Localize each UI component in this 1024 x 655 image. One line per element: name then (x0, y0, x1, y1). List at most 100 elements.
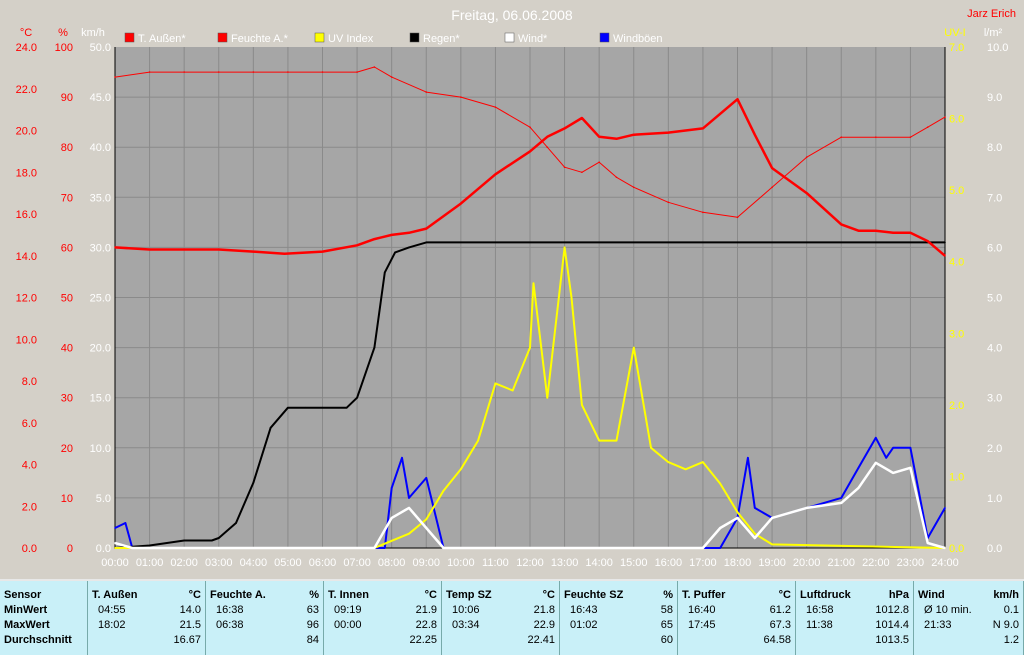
series-point-3 (269, 426, 272, 429)
stats-value: 21.9 (415, 604, 437, 616)
y-tick-label-uv: 6.0 (949, 114, 964, 126)
series-point-1 (840, 136, 843, 138)
stats-time: 01:02 (570, 619, 598, 631)
legend-label: Feuchte A.* (231, 33, 289, 45)
stats-time: 06:38 (216, 619, 244, 631)
y-tick-label-humidity: 10 (61, 493, 73, 505)
stats-value: 84 (306, 634, 319, 646)
y-tick-label-wind: 45.0 (90, 92, 111, 104)
stats-header-row: T. Innen °C (324, 589, 441, 604)
stats-row: 21:33 N 9.0 (914, 619, 1023, 634)
series-point-3 (321, 406, 324, 409)
series-point-2 (719, 482, 722, 485)
stats-row: 10:06 21.8 (442, 604, 559, 619)
stats-row: 06:38 96 (206, 619, 323, 634)
series-point-1 (581, 171, 583, 174)
series-point-2 (570, 296, 573, 299)
series-point-0 (546, 135, 549, 138)
series-point-1 (546, 146, 549, 148)
stats-row: 11:38 1014.4 (796, 619, 913, 634)
series-point-4 (909, 467, 912, 469)
series-point-3 (252, 482, 255, 484)
series-point-2 (529, 346, 531, 349)
x-tick-label: 03:00 (205, 557, 233, 569)
series-point-0 (632, 133, 635, 136)
series-point-0 (736, 98, 739, 100)
y-tick-label-rain: 3.0 (987, 393, 1002, 405)
stats-column-label: Luftdruck (800, 589, 851, 601)
series-point-2 (477, 439, 479, 442)
x-tick-label: 24:00 (931, 557, 959, 569)
y-tick-label-temp: 0.0 (22, 543, 37, 555)
series-point-4 (926, 542, 929, 544)
series-point-4 (425, 527, 428, 529)
x-tick-label: 00:00 (101, 557, 129, 569)
series-point-1 (183, 71, 185, 73)
series-point-1 (736, 216, 739, 219)
series-point-3 (217, 537, 220, 539)
series-point-4 (390, 517, 393, 519)
series-point-0 (390, 234, 393, 236)
x-tick-label: 17:00 (689, 557, 717, 569)
series-point-2 (390, 540, 393, 542)
stats-header-row: Temp SZ °C (442, 589, 559, 604)
series-point-5 (747, 457, 749, 459)
series-point-0 (252, 250, 255, 253)
stats-time: 16:58 (806, 604, 834, 616)
stats-row-label: MinWert (4, 604, 48, 616)
stats-time: Ø 10 min. (924, 604, 972, 616)
series-point-4 (892, 472, 894, 474)
series-point-0 (494, 173, 497, 176)
legend-label: T. Außen* (138, 33, 186, 45)
stats-column: Wind km/h Ø 10 min. 0.1 21:33 N 9.0 1.2 (914, 581, 1024, 655)
x-tick-label: 04:00 (240, 557, 268, 569)
x-tick-label: 05:00 (274, 557, 302, 569)
y-tick-label-temp: 22.0 (16, 84, 37, 96)
stats-header-row: Sensor (0, 589, 87, 604)
y-tick-label-temp: 20.0 (16, 126, 37, 138)
series-point-1 (805, 156, 808, 159)
legend-swatch (217, 32, 228, 43)
stats-row: 1013.5 (796, 634, 913, 649)
series-point-0 (702, 127, 704, 130)
stats-header-row: T. Außen °C (88, 589, 205, 604)
stats-column: Feuchte A.% 16:38 63 06:38 96 84 (206, 581, 324, 655)
x-tick-label: 01:00 (136, 557, 164, 569)
stats-value: 16.67 (173, 634, 201, 646)
stats-row: Durchschnitt (0, 634, 87, 649)
chart-author: Jarz Erich (967, 8, 1016, 20)
series-point-2 (494, 382, 497, 385)
series-point-4 (131, 547, 134, 549)
stats-value: 64.58 (763, 634, 791, 646)
series-point-0 (563, 127, 566, 130)
stats-row: 00:00 22.8 (324, 619, 441, 634)
stats-value: 14.0 (179, 604, 201, 616)
series-point-2 (702, 461, 704, 463)
stats-column-unit: % (309, 589, 319, 601)
series-point-1 (287, 71, 289, 73)
y-tick-label-rain: 0.0 (987, 543, 1002, 555)
y-tick-label-wind: 50.0 (90, 42, 111, 54)
stats-time: 03:34 (452, 619, 480, 631)
y-tick-label-rain: 9.0 (987, 92, 1002, 104)
stats-row: 01:02 65 (560, 619, 677, 634)
x-tick-label: 06:00 (309, 557, 337, 569)
series-point-2 (460, 468, 462, 471)
series-point-1 (321, 71, 324, 73)
series-point-0 (283, 252, 286, 255)
series-point-3 (408, 246, 410, 249)
y-tick-label-uv: 0.0 (949, 543, 964, 555)
series-line-1 (114, 66, 946, 218)
series-point-0 (909, 231, 912, 234)
y-tick-label-uv: 4.0 (949, 257, 964, 269)
series-point-0 (529, 150, 531, 153)
series-point-5 (840, 497, 843, 499)
stats-row: 22.41 (442, 634, 559, 649)
y-tick-label-temp: 16.0 (16, 209, 37, 221)
stats-value: 60 (660, 634, 673, 646)
series-point-5 (114, 527, 116, 529)
y-tick-label-rain: 6.0 (987, 242, 1002, 254)
stats-time: 16:43 (570, 604, 598, 616)
series-point-1 (460, 96, 462, 98)
series-point-2 (736, 511, 739, 514)
